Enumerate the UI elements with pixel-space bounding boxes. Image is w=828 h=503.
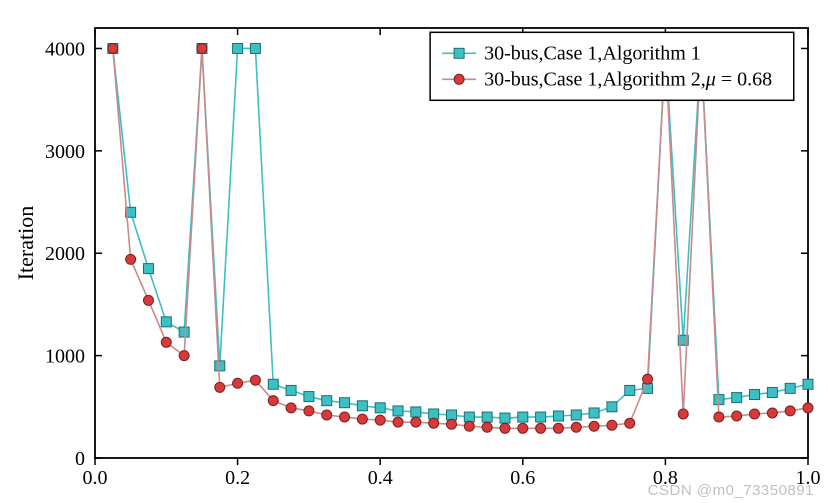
marker-circle [482,422,492,432]
line-chart: 0.0 0.2 0.4 0.6 0.8 1.0 0 1000 2000 3000 4000 Itera… [0,0,828,503]
y-tick-label: 4000 [45,38,85,60]
marker-circle [518,423,528,433]
marker-square [322,396,332,406]
marker-circle [250,375,260,385]
marker-square [143,264,153,274]
marker-square [161,317,171,327]
marker-square [571,410,581,420]
marker-circle [714,412,724,422]
marker-square [179,327,189,337]
marker-circle [767,408,777,418]
marker-square [482,412,492,422]
marker-circle [464,421,474,431]
y-tick-label: 1000 [45,346,85,368]
chart-container: 0.0 0.2 0.4 0.6 0.8 1.0 0 1000 2000 3000 4000 Itera… [0,0,828,503]
marker-circle [126,254,136,264]
marker-square [447,410,457,420]
marker-square [429,409,439,419]
marker-circle [357,414,367,424]
marker-square [393,406,403,416]
marker-circle [625,418,635,428]
marker-circle [732,411,742,421]
marker-circle [447,419,457,429]
marker-square [375,403,385,413]
marker-square [357,401,367,411]
marker-square [607,402,617,412]
marker-square [340,398,350,408]
marker-square [215,361,225,371]
marker-square [589,408,599,418]
y-tick-label: 2000 [45,243,85,265]
marker-circle [393,417,403,427]
marker-circle [143,295,153,305]
marker-square [304,392,314,402]
x-tick-label: 1.0 [796,467,821,489]
marker-circle [643,374,653,384]
marker-square [464,412,474,422]
marker-circle [607,420,617,430]
marker-square [803,379,813,389]
marker-square [411,407,421,417]
x-tick-label: 0.4 [368,467,393,489]
marker-square [553,411,563,421]
marker-circle [589,421,599,431]
marker-square [233,43,243,53]
marker-circle [286,403,296,413]
legend-item-label: 30-bus,Case 1,Algorithm 2,μ = 0.68 [484,68,772,90]
x-tick-label: 0.6 [510,467,535,489]
marker-circle [750,409,760,419]
marker-circle [571,422,581,432]
marker-circle [803,403,813,413]
marker-square [518,412,528,422]
marker-circle [161,337,171,347]
legend-item-label: 30-bus,Case 1,Algorithm 1 [484,42,701,64]
y-tick-label: 0 [75,448,85,470]
marker-square [268,379,278,389]
marker-circle [215,382,225,392]
marker-circle [429,418,439,428]
y-axis-label: Iteration [13,206,38,281]
marker-circle [322,410,332,420]
marker-square [750,390,760,400]
marker-square [250,43,260,53]
marker-square [286,385,296,395]
marker-circle [340,412,350,422]
marker-circle [375,415,385,425]
marker-circle [536,423,546,433]
marker-circle [197,43,207,53]
x-tick-label: 0.8 [653,467,678,489]
marker-square [500,413,510,423]
y-tick-label: 3000 [45,141,85,163]
marker-square [732,393,742,403]
marker-circle [500,423,510,433]
marker-circle [553,423,563,433]
marker-square [785,383,795,393]
marker-circle [678,409,688,419]
marker-circle [304,406,314,416]
marker-circle [411,417,421,427]
marker-square [625,385,635,395]
marker-circle [233,378,243,388]
x-tick-label: 0.0 [83,467,108,489]
marker-circle [785,406,795,416]
marker-circle [108,43,118,53]
legend: 30-bus,Case 1,Algorithm 1 30-bus,Case 1,A… [430,32,794,100]
marker-circle [179,351,189,361]
marker-square [767,387,777,397]
marker-circle [268,396,278,406]
x-tick-label: 0.2 [225,467,250,489]
marker-square [536,412,546,422]
